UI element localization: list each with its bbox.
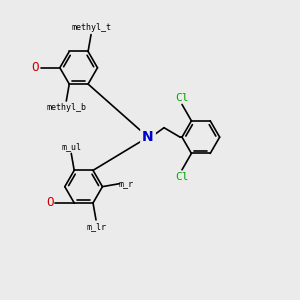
Text: m_r: m_r: [119, 179, 134, 188]
Text: O: O: [46, 196, 53, 209]
Text: methyl_b: methyl_b: [46, 103, 86, 112]
Text: m_ul: m_ul: [61, 142, 81, 151]
Text: m_lr: m_lr: [86, 222, 106, 231]
Text: Cl: Cl: [175, 92, 189, 103]
Text: N: N: [142, 130, 154, 144]
Text: O: O: [32, 61, 39, 74]
Text: Cl: Cl: [175, 172, 189, 182]
Text: methyl_t: methyl_t: [71, 23, 111, 32]
